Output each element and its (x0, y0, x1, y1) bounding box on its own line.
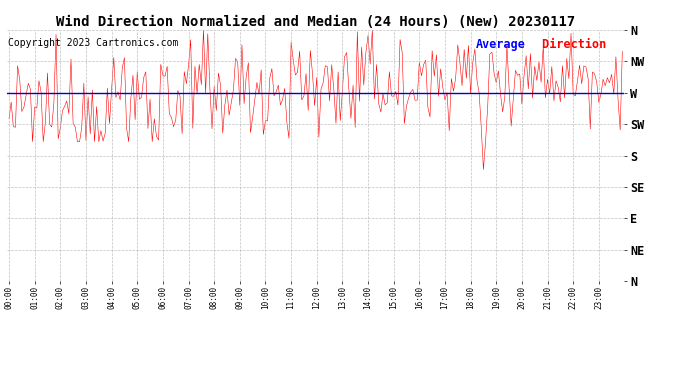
Text: Copyright 2023 Cartronics.com: Copyright 2023 Cartronics.com (8, 38, 179, 48)
Text: Average: Average (476, 38, 526, 51)
Text: Direction: Direction (535, 38, 606, 51)
Title: Wind Direction Normalized and Median (24 Hours) (New) 20230117: Wind Direction Normalized and Median (24… (56, 15, 575, 29)
